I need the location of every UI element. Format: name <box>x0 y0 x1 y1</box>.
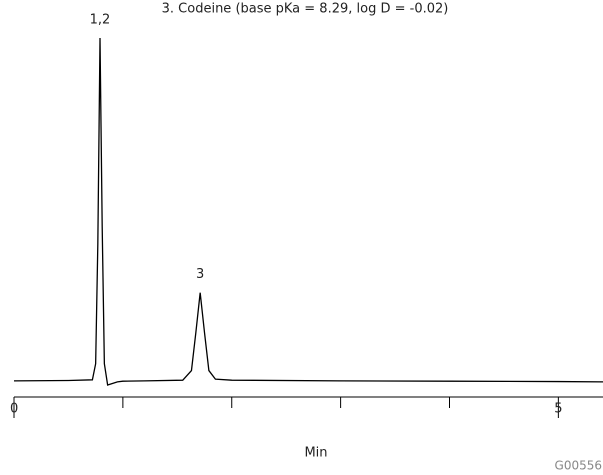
peak-label: 1,2 <box>90 13 111 28</box>
chromatogram-trace <box>13 37 603 386</box>
x-axis-label: Min <box>304 446 327 461</box>
peak-label: 3 <box>196 267 204 282</box>
x-tick-label: 5 <box>554 402 562 417</box>
chart-title: 3. Codeine (base pKa = 8.29, log D = -0.… <box>162 2 449 17</box>
figure-code: G00556 <box>555 459 602 473</box>
x-tick-label: 0 <box>10 402 18 417</box>
